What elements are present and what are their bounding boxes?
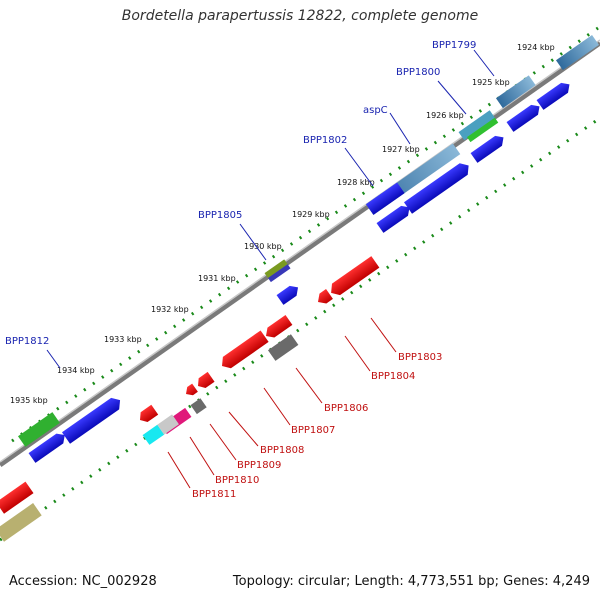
genome-stats-text: Topology: circular; Length: 4,773,551 bp… <box>232 574 590 589</box>
gene-left-olive[interactable] <box>0 503 42 542</box>
kbp-label: 1931 kbp <box>198 274 236 283</box>
kbp-label: 1927 kbp <box>382 145 420 154</box>
gene-1802-lower-a[interactable] <box>376 202 413 233</box>
gene-label-bpp1805[interactable]: BPP1805 <box>198 210 242 221</box>
kbp-markers: 1924 kbp 1925 kbp 1926 kbp 1927 kbp 1928… <box>10 43 555 405</box>
kbp-label: 1926 kbp <box>426 111 464 120</box>
gene-aspc-green[interactable] <box>466 117 499 143</box>
gene-label-bpp1802[interactable]: BPP1802 <box>303 135 347 146</box>
gene-label-bpp1811[interactable]: BPP1811 <box>192 489 236 500</box>
kbp-label: 1930 kbp <box>244 242 282 251</box>
gene-label-bpp1812[interactable]: BPP1812 <box>5 336 49 347</box>
gene-label-bpp1800[interactable]: BPP1800 <box>396 67 440 78</box>
gene-bpp1811-gray[interactable] <box>157 414 179 435</box>
gene-bpp1805[interactable] <box>264 259 288 278</box>
gene-label-bpp1810[interactable]: BPP1810 <box>215 475 259 486</box>
lower-tick-track <box>0 116 600 542</box>
gene-1802-lower-b[interactable] <box>403 160 473 214</box>
gene-bpp1809-red[interactable] <box>183 383 198 399</box>
top-leader-lines <box>46 49 495 369</box>
gene-bpp1810[interactable] <box>137 404 159 425</box>
gene-bpp1808[interactable] <box>195 371 215 391</box>
gene-label-bpp1804[interactable]: BPP1804 <box>371 371 415 382</box>
gene-1799-lower[interactable] <box>536 79 573 110</box>
gene-bpp1811[interactable] <box>142 424 165 445</box>
gene-1805-lower[interactable] <box>276 282 302 305</box>
lower-strand-genes <box>0 256 380 542</box>
gene-bpp1806-red[interactable] <box>263 315 293 341</box>
kbp-label: 1935 kbp <box>10 396 48 405</box>
kbp-label: 1929 kbp <box>292 210 330 219</box>
gene-bpp1812[interactable] <box>17 412 60 447</box>
gene-1812-lower-a[interactable] <box>28 430 69 463</box>
bottom-gene-labels: BPP1803 BPP1804 BPP1806 BPP1807 BPP1808 … <box>192 352 442 500</box>
gene-aspc[interactable] <box>458 110 496 141</box>
kbp-label: 1924 kbp <box>517 43 555 52</box>
gene-label-bpp1799[interactable]: BPP1799 <box>432 40 476 51</box>
top-gene-labels: BPP1799 BPP1800 aspC BPP1802 BPP1805 BPP… <box>5 40 476 347</box>
backbone-line <box>0 40 600 468</box>
gene-bpp1804[interactable] <box>267 334 299 361</box>
gene-bpp1807[interactable] <box>218 330 269 371</box>
accession-text: Accession: NC_002928 <box>9 574 157 589</box>
gene-label-aspc[interactable]: aspC <box>363 105 388 116</box>
gene-aspc-lower[interactable] <box>470 132 507 163</box>
gene-bpp1803-small[interactable] <box>315 289 333 307</box>
kbp-label: 1933 kbp <box>104 335 142 344</box>
gene-label-bpp1803[interactable]: BPP1803 <box>398 352 442 363</box>
gene-bpp1808-gray[interactable] <box>190 398 207 415</box>
gene-bpp1800[interactable] <box>495 75 536 109</box>
backbone-highlight <box>0 39 600 463</box>
gene-label-bpp1808[interactable]: BPP1808 <box>260 445 304 456</box>
gene-1812-lower-b[interactable] <box>61 394 124 444</box>
kbp-label: 1925 kbp <box>472 78 510 87</box>
gene-label-bpp1806[interactable]: BPP1806 <box>324 403 368 414</box>
gene-bpp1799[interactable] <box>555 35 599 71</box>
gene-1800-lower[interactable] <box>506 101 543 132</box>
gene-left-red[interactable] <box>0 481 34 514</box>
gene-label-bpp1807[interactable]: BPP1807 <box>291 425 335 436</box>
genome-title: Bordetella parapertussis 12822, complete… <box>121 8 479 24</box>
kbp-label: 1934 kbp <box>57 366 95 375</box>
upper-strand-genes <box>17 35 599 463</box>
gene-bpp1802-blue[interactable] <box>365 182 405 215</box>
kbp-label: 1932 kbp <box>151 305 189 314</box>
gene-bpp1805-b[interactable] <box>268 264 291 283</box>
kbp-label: 1928 kbp <box>337 178 375 187</box>
gene-label-bpp1809[interactable]: BPP1809 <box>237 460 281 471</box>
bottom-leader-lines <box>167 317 397 489</box>
gene-bpp1803[interactable] <box>327 256 380 298</box>
